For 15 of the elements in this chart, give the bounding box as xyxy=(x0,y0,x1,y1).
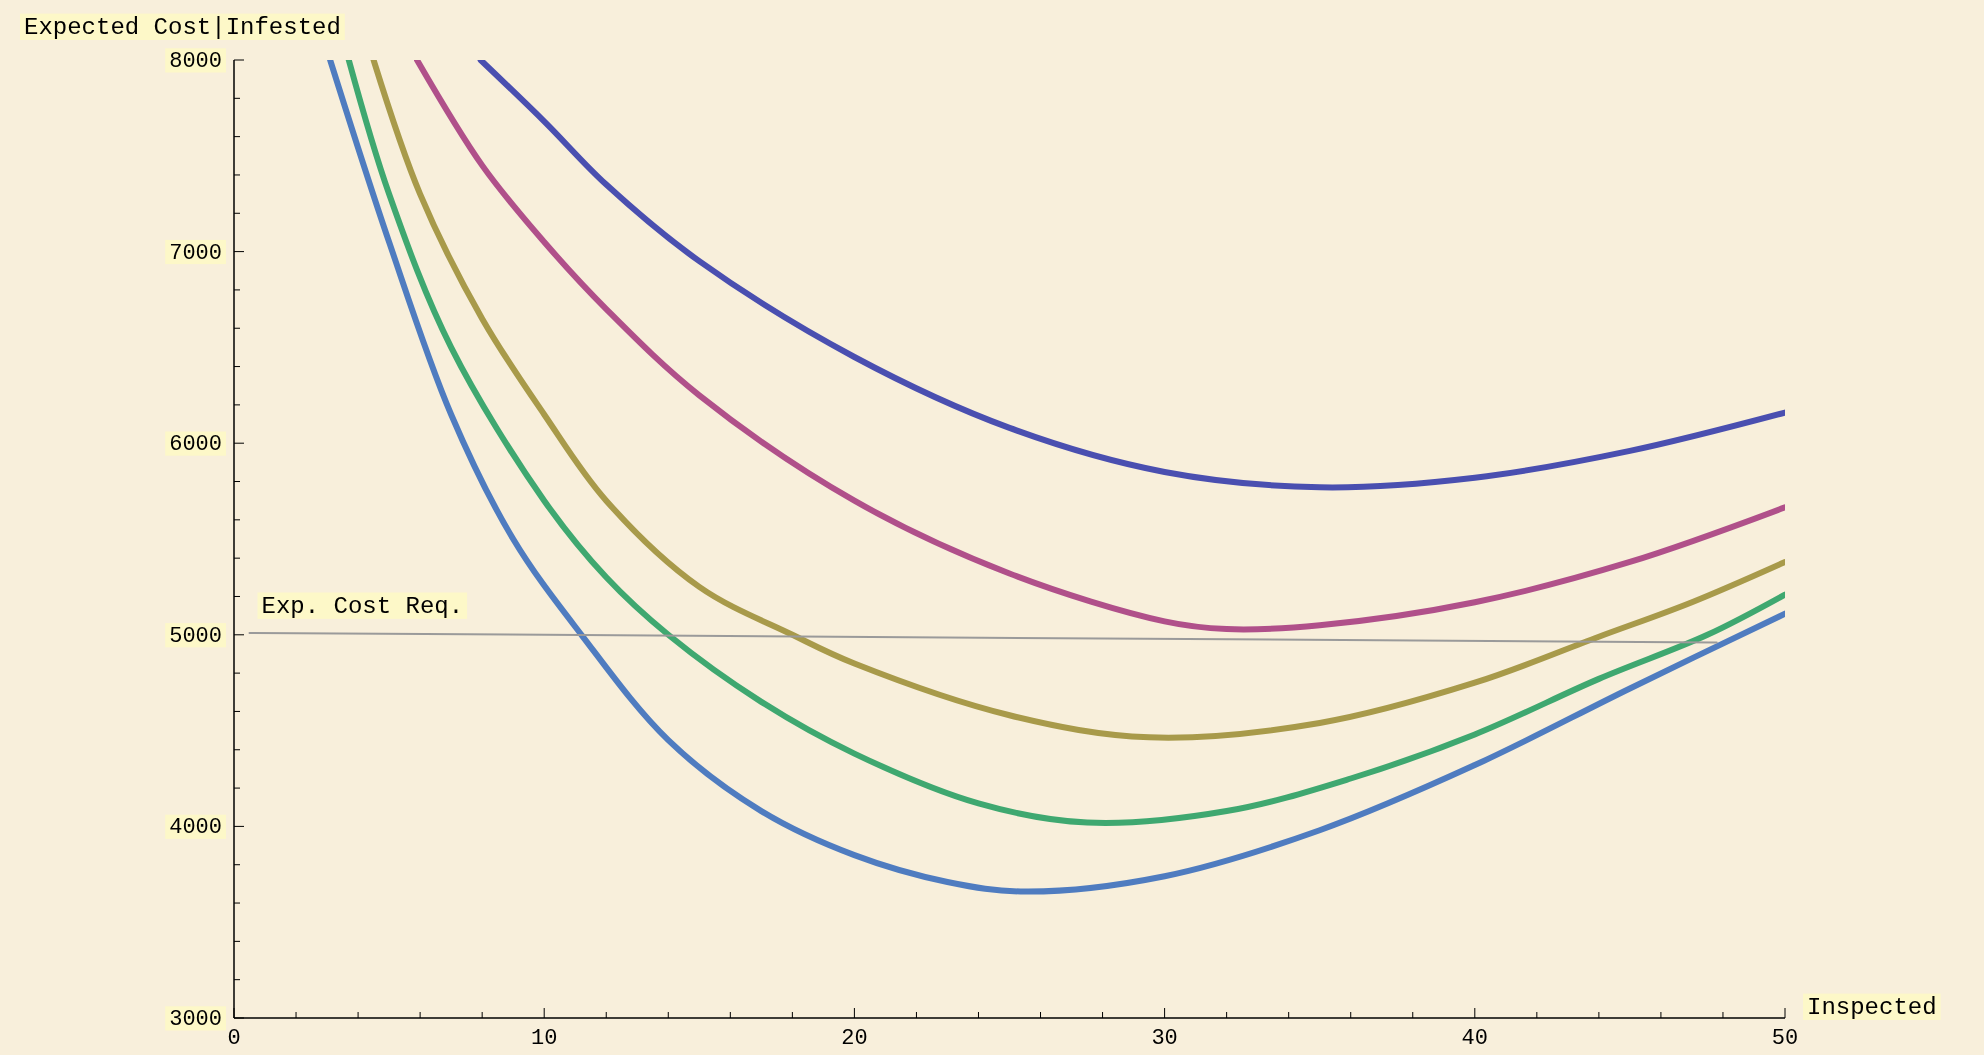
y-tick-label: 5000 xyxy=(169,623,222,649)
x-tick-label: 20 xyxy=(841,1026,868,1051)
y-tick-label: 3000 xyxy=(169,1007,222,1032)
y-axis-title: Expected Cost|Infested xyxy=(24,14,341,41)
x-tick-label: 0 xyxy=(227,1026,241,1051)
y-tick-label: 7000 xyxy=(169,240,222,266)
annotation: Exp. Cost Req. xyxy=(261,592,464,620)
y-tick-label: 6000 xyxy=(169,432,222,458)
x-axis-title: Inspected xyxy=(1807,994,1937,1021)
x-tick-label: 40 xyxy=(1461,1026,1488,1051)
x-tick-label: 50 xyxy=(1771,1026,1799,1051)
y-tick-label: 4000 xyxy=(169,815,222,841)
x-tick-label: 10 xyxy=(531,1026,558,1051)
x-tick-label: 30 xyxy=(1151,1026,1178,1051)
y-tick-label: 8000 xyxy=(169,49,222,74)
